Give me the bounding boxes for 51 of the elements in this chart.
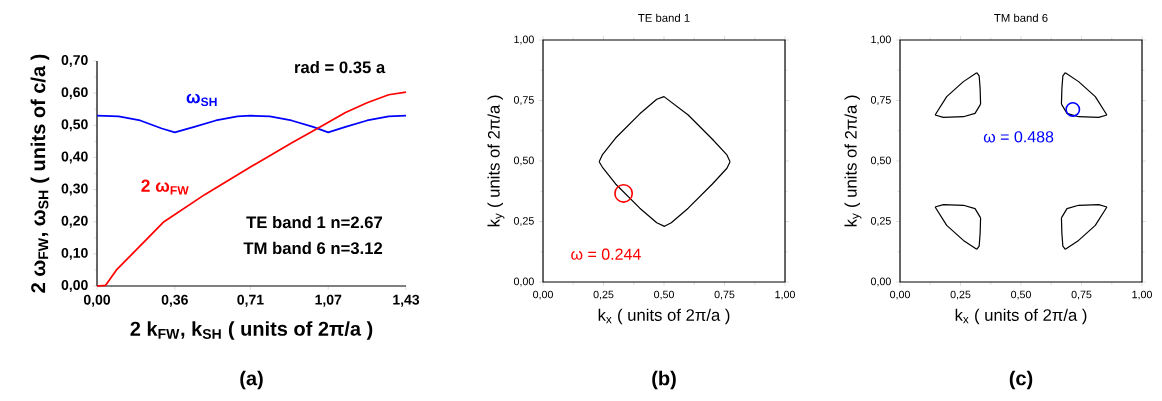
y-tick-label: 0,10	[61, 247, 88, 260]
x-tick-label: 0,00	[83, 294, 111, 307]
x-axis-title: 2 k$_{FW}$, k$_{SH}$ ( units of 2π/a )	[130, 321, 373, 340]
y-tick-label: 0,50	[870, 156, 891, 166]
chart-title: TE band 1	[638, 13, 690, 22]
y-tick-label: 0,75	[513, 96, 534, 105]
series-label: 2 ω$_{FW}$	[141, 179, 189, 195]
x-tick-label: 0,00	[533, 290, 553, 300]
y-tick-label: 1,00	[514, 35, 534, 45]
x-tick-label: 1,00	[1132, 290, 1152, 300]
y-axis-title: 2 ω$_{FW}$, ω$_{SH}$ ( units of c/a )	[30, 54, 50, 293]
y-axis-title: k$_{y}$ ( units of 2π/a )	[487, 95, 505, 227]
text: (a)	[240, 370, 263, 390]
x-tick-label: 0,25	[593, 290, 614, 300]
x-tick-label: 1,43	[393, 294, 420, 307]
x-tick-label: 0,50	[1011, 290, 1031, 300]
y-tick-label: 0,20	[61, 215, 88, 228]
x-tick-label: 1,00	[775, 290, 795, 300]
y-tick-label: 0,00	[513, 277, 534, 287]
annotation: TM band 6 n=3.12	[243, 241, 383, 255]
y-tick-label: 0,00	[870, 277, 891, 287]
y-tick-label: 0,40	[61, 151, 88, 164]
x-tick-label: 0,36	[161, 294, 188, 307]
x-tick-label: 0,71	[237, 294, 264, 307]
text: ω = 0.244	[571, 248, 641, 260]
x-tick-label: 0,75	[714, 290, 735, 300]
series-label: ω = 0.488	[983, 131, 1054, 143]
text: (c)	[1009, 370, 1033, 390]
x-tick-label: 0,25	[950, 290, 971, 300]
y-tick-label: 0,75	[870, 96, 891, 105]
x-axis-title: k$_{x}$ ( units of 2π/a )	[955, 308, 1087, 325]
x-axis-title: k$_{x}$ ( units of 2π/a )	[598, 308, 730, 325]
chart-title: TM band 6	[994, 13, 1048, 22]
y-tick-label: 0,60	[61, 87, 88, 100]
x-tick-label: 1,07	[315, 294, 342, 307]
y-tick-label: 0,50	[513, 156, 534, 166]
y-axis-title: k$_{y}$ ( units of 2π/a )	[844, 95, 862, 227]
text: (b)	[652, 370, 676, 390]
annotation: rad = 0.35 a	[295, 60, 386, 74]
x-tick-label: 0,50	[654, 290, 674, 300]
y-tick-label: 0,50	[61, 119, 88, 132]
series-label: ω$_{SH}$	[186, 93, 217, 107]
y-tick-label: 1,00	[871, 35, 891, 45]
x-tick-label: 0,75	[1071, 290, 1092, 300]
y-tick-label: 0,25	[870, 217, 891, 226]
annotation: TE band 1 n=2.67	[246, 215, 383, 229]
y-tick-label: 0,25	[513, 217, 534, 226]
x-tick-label: 0,00	[890, 290, 910, 300]
y-tick-label: 0,70	[61, 55, 88, 67]
y-tick-label: 0,00	[61, 280, 88, 292]
y-tick-label: 0,30	[61, 183, 88, 196]
